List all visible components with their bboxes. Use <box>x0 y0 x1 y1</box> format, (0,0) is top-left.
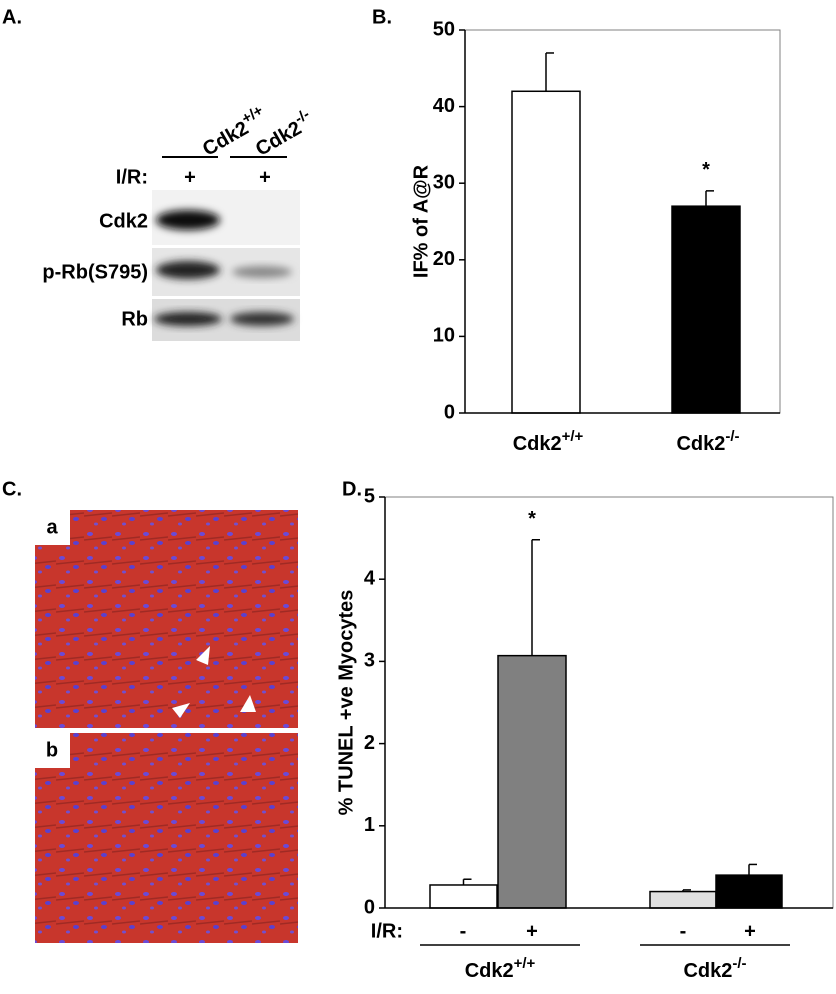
treatment-sign: + <box>184 166 196 188</box>
group-label: Cdk2-/- <box>683 955 746 982</box>
panel-label: D. <box>342 478 362 500</box>
micrograph <box>35 733 298 943</box>
annotation: * <box>528 508 536 530</box>
y-tick-label: 0 <box>444 401 455 423</box>
x-tick-label: - <box>460 920 467 942</box>
y-axis-label: % TUNEL +ve Myocytes <box>335 590 357 816</box>
blot: Cdk2+/+ Cdk2-/- I/R: + + Cdk2 p-Rb(S795)… <box>42 102 313 341</box>
treatment-label: I/R: <box>371 920 403 942</box>
x-tick-label: + <box>744 920 756 942</box>
bar <box>429 884 498 909</box>
band <box>154 312 222 326</box>
y-tick-label: 1 <box>364 814 375 836</box>
bar <box>715 874 783 909</box>
micrograph-label: b <box>46 739 58 761</box>
x-tick-label: + <box>526 920 538 942</box>
y-tick-label: 2 <box>364 732 375 754</box>
arrowhead <box>172 703 190 718</box>
band <box>156 261 220 279</box>
blot-row-label: Cdk2 <box>99 210 148 232</box>
micrograph-label: a <box>46 516 58 538</box>
bar <box>497 654 567 909</box>
x-tick-label: Cdk2-/- <box>676 428 739 455</box>
band <box>156 210 220 230</box>
micrographs: a b <box>35 510 298 943</box>
y-tick-label: 0 <box>364 896 375 918</box>
y-tick-label: 4 <box>364 567 376 589</box>
y-tick-label: 5 <box>364 485 375 507</box>
annotation: * <box>702 159 710 181</box>
y-axis-label: IF% of A@R <box>410 164 432 278</box>
treatment-sign: + <box>259 166 271 188</box>
panel-label: C. <box>2 478 22 500</box>
panel-label: A. <box>2 6 22 28</box>
arrowhead <box>240 695 256 712</box>
treatment-label: I/R: <box>116 166 148 188</box>
x-tick-label: - <box>680 920 687 942</box>
band <box>232 266 292 278</box>
y-tick-label: 10 <box>433 325 455 347</box>
micrograph <box>35 510 298 728</box>
group-label: Cdk2+/+ <box>465 955 536 982</box>
plot-frame <box>384 496 834 909</box>
arrowhead <box>196 646 210 665</box>
band <box>230 312 294 326</box>
micrograph-label-box <box>35 510 70 545</box>
bar <box>671 205 741 414</box>
y-tick-label: 30 <box>433 171 455 193</box>
x-tick-label: Cdk2+/+ <box>513 428 584 455</box>
panel-label: B. <box>372 6 392 28</box>
micrograph-label-box <box>35 733 70 768</box>
bar <box>511 90 581 414</box>
bar <box>649 890 717 909</box>
blot-row-label: p-Rb(S795) <box>42 261 148 283</box>
y-tick-label: 3 <box>364 650 375 672</box>
y-tick-label: 20 <box>433 248 455 270</box>
y-tick-label: 40 <box>433 95 455 117</box>
blot-row-label: Rb <box>121 308 148 330</box>
y-tick-label: 50 <box>433 18 455 40</box>
